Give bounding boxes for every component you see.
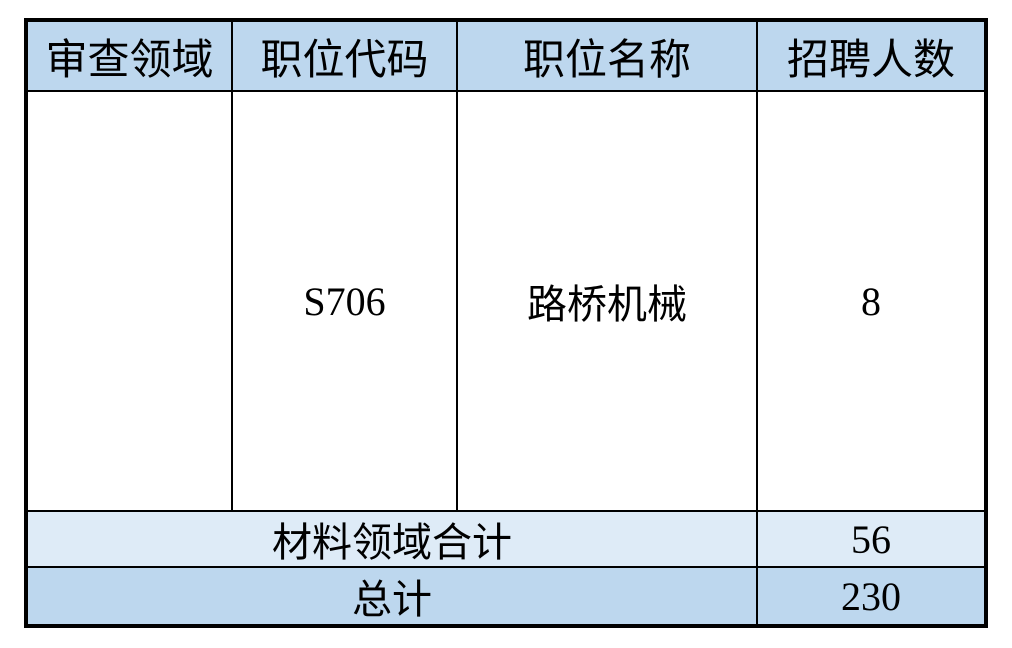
header-position-name: 职位名称: [458, 22, 758, 92]
table-header-row: 审查领域 职位代码 职位名称 招聘人数: [28, 22, 984, 92]
total-value: 230: [758, 568, 984, 624]
header-recruit-count: 招聘人数: [758, 22, 984, 92]
cell-review-area: [28, 92, 233, 512]
cell-position-code: S706: [233, 92, 458, 512]
table-subtotal-row: 材料领域合计 56: [28, 512, 984, 568]
subtotal-value: 56: [758, 512, 984, 568]
total-label: 总计: [28, 568, 758, 624]
table-total-row: 总计 230: [28, 568, 984, 624]
header-position-code: 职位代码: [233, 22, 458, 92]
table-data-row: S706 路桥机械 8: [28, 92, 984, 512]
recruitment-table: 审查领域 职位代码 职位名称 招聘人数 S706 路桥机械 8 材料领域合计 5…: [24, 18, 988, 628]
subtotal-label: 材料领域合计: [28, 512, 758, 568]
cell-position-name: 路桥机械: [458, 92, 758, 512]
header-review-area: 审查领域: [28, 22, 233, 92]
cell-recruit-count: 8: [758, 92, 984, 512]
